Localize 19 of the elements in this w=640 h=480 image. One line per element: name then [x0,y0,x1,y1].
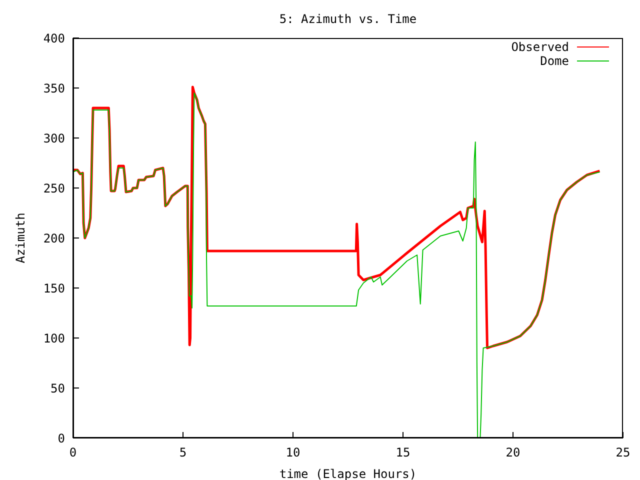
chart-title: 5: Azimuth vs. Time [278,12,418,26]
y-tick-label: 250 [43,181,65,196]
y-tick-label: 350 [43,81,65,96]
y-tick-label: 200 [43,231,65,246]
x-tick-label: 15 [396,446,410,460]
x-tick-label: 10 [286,446,300,460]
x-tick-label: 25 [616,446,630,460]
y-tick-label: 150 [43,281,65,296]
y-axis-title: Azimuth [13,212,28,264]
y-tick-label: 0 [58,431,65,446]
y-tick-label: 400 [43,31,65,46]
y-tick-label: 100 [43,331,65,346]
x-tick-label: 5 [179,446,187,460]
legend-label: Dome [540,54,569,68]
x-tick-label: 20 [506,446,520,460]
y-tick-label: 300 [43,131,65,146]
legend-label: Observed [511,40,569,54]
x-tick-label: 0 [69,446,77,460]
y-tick-label: 50 [50,381,65,396]
